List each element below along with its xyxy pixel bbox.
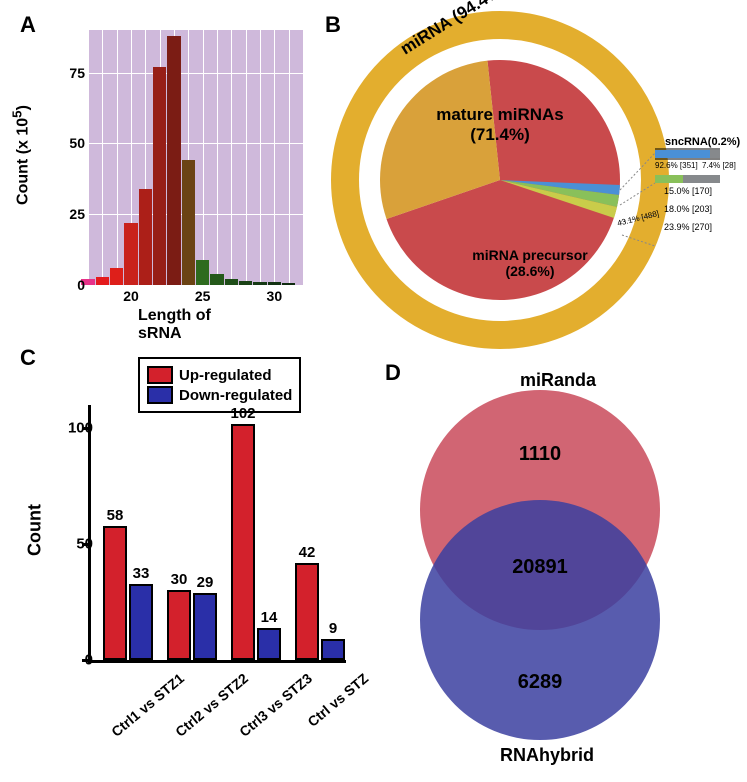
ylabel-a: Count (x 105) <box>9 105 32 205</box>
legend-label-up: Up-regulated <box>179 367 272 384</box>
hist-bar <box>110 268 123 285</box>
barlabel-up: 30 <box>171 571 188 588</box>
ytick-a: 50 <box>69 135 85 151</box>
xlabel-a: Length of sRNA <box>138 307 248 343</box>
slice-label-precursor: miRNA precursor <box>472 247 588 263</box>
venn-circle-rnahybrid <box>420 500 660 740</box>
bar-down <box>321 639 345 660</box>
bar-up <box>231 424 255 660</box>
hist-bar <box>196 260 209 286</box>
legend-row-up: Up-regulated <box>147 366 292 384</box>
panel-a-histogram: Count (x 105) Length of sRNA 02550752025… <box>43 25 303 325</box>
hist-bar <box>239 281 252 285</box>
slice-pct-precursor: (28.6%) <box>505 263 554 279</box>
legend-swatch-up <box>147 366 173 384</box>
callout-1: 7.4% [28] <box>702 161 736 170</box>
ytick-a: 75 <box>69 65 85 81</box>
bar-up <box>295 563 319 660</box>
hist-bar <box>153 67 166 285</box>
bar-up <box>167 590 191 660</box>
barlabel-down: 9 <box>329 620 337 637</box>
hist-bar <box>182 160 195 285</box>
xtick-a: 30 <box>267 288 283 304</box>
legend-label-down: Down-regulated <box>179 387 292 404</box>
sncrna-label: sncRNA(0.2%) <box>665 136 741 148</box>
hist-bar <box>96 277 109 286</box>
bar-down <box>257 628 281 660</box>
hist-bar <box>253 282 266 285</box>
venn-only-rnahybrid: 6289 <box>518 671 563 693</box>
ytick-a: 25 <box>69 206 85 222</box>
pie-svg: miRNA (94.4%) mature miRNAs (71.4%) miRN… <box>320 10 740 340</box>
plot-area-a <box>88 30 303 285</box>
venn-svg: 1110 20891 6289 <box>370 370 740 770</box>
barlabel-down: 33 <box>133 565 150 582</box>
legend-swatch-down <box>147 386 173 404</box>
xtick-c: Ctrl vs STZ <box>304 670 371 730</box>
hist-bar <box>210 274 223 285</box>
ytick-a: 0 <box>77 277 85 293</box>
slice-pct-mature: (71.4%) <box>470 125 530 144</box>
barlabel-up: 58 <box>107 507 124 524</box>
panel-c-bars: Up-regulated Down-regulated 58 33 30 29 102 1… <box>33 345 353 765</box>
bar-down <box>129 584 153 661</box>
ytick-c: 50 <box>76 536 93 553</box>
barlabel-down: 29 <box>197 574 214 591</box>
callout-0: 92.6% [351] <box>655 161 698 170</box>
hist-bar <box>282 283 295 285</box>
barlabel-up: 102 <box>230 405 255 422</box>
figure: A B C D Count (x 105) Length of sRNA 025… <box>10 10 737 772</box>
venn-intersection: 20891 <box>512 556 568 578</box>
xtick-a: 25 <box>195 288 211 304</box>
xtick-a: 20 <box>123 288 139 304</box>
pie-slices <box>380 60 620 300</box>
ylabel-c: Count <box>25 504 46 556</box>
barlabel-down: 14 <box>261 609 278 626</box>
hist-bar <box>268 282 281 285</box>
panel-label-a: A <box>20 12 36 38</box>
legend-row-down: Down-regulated <box>147 386 292 404</box>
panel-d-venn: 1110 20891 6289 miRanda RNAhybrid <box>370 370 740 770</box>
plot-area-c: 58 33 30 29 102 14 42 9 <box>88 405 346 663</box>
slice-label-mature: mature miRNAs <box>436 105 564 124</box>
bar-up <box>103 526 127 660</box>
hist-bar <box>124 223 137 285</box>
hist-bar <box>139 189 152 285</box>
barlabel-up: 42 <box>299 544 316 561</box>
hist-bar <box>167 36 180 285</box>
venn-label-miranda: miRanda <box>520 370 596 391</box>
bar-down <box>193 593 217 660</box>
venn-label-rnahybrid: RNAhybrid <box>500 745 594 766</box>
panel-b-pie: miRNA (94.4%) mature miRNAs (71.4%) miRN… <box>320 10 740 340</box>
venn-only-miranda: 1110 <box>519 443 561 465</box>
callout-3: 15.0% [170] <box>664 186 712 196</box>
callout-5: 23.9% [270] <box>664 222 712 232</box>
hist-bar <box>225 279 238 285</box>
callout-4: 18.0% [203] <box>664 204 712 214</box>
ytick-c: 0 <box>85 652 93 669</box>
ytick-c: 100 <box>68 420 93 437</box>
